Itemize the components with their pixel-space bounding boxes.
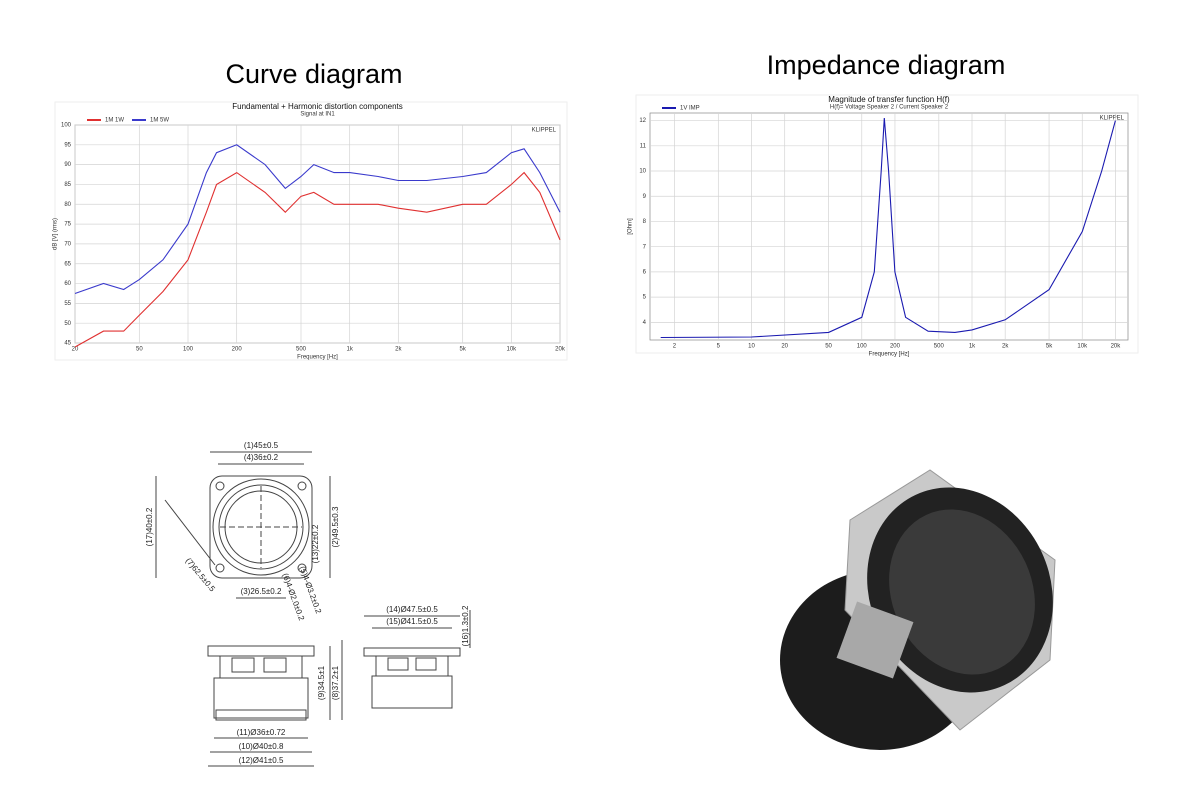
y-tick-label: 5: [643, 295, 647, 301]
legend-label: 1V IMP: [680, 106, 700, 112]
y-tick-label: 11: [640, 143, 647, 149]
y-tick-label: 8: [643, 219, 647, 225]
dimension-label: (12)Ø41±0.5: [239, 756, 284, 765]
data-line: [660, 117, 1116, 339]
product-photo: [780, 469, 1056, 750]
x-tick-label: 50: [136, 347, 143, 353]
y-tick-label: 75: [64, 222, 71, 228]
dimension-label: (8)37.2±1: [331, 665, 340, 700]
y-tick-label: 85: [64, 182, 71, 188]
y-tick-label: 12: [639, 118, 646, 124]
y-tick-label: 7: [643, 244, 647, 250]
dimension-label: (2)49.5±0.3: [331, 506, 340, 547]
x-tick-label: 20: [72, 347, 79, 353]
y-tick-label: 9: [643, 194, 647, 200]
x-tick-label: 2k: [1002, 344, 1009, 350]
x-tick-label: 10: [748, 344, 755, 350]
x-axis-label: Frequency [Hz]: [869, 352, 910, 358]
y-tick-label: 10: [639, 169, 646, 175]
x-tick-label: 200: [890, 344, 901, 350]
x-tick-label: 200: [232, 347, 243, 353]
chart-title: Magnitude of transfer function H(f): [828, 95, 950, 104]
x-tick-label: 5k: [459, 347, 466, 353]
x-tick-label: 2k: [395, 347, 402, 353]
chart-subtitle: H(f)= Voltage Speaker 2 / Current Speake…: [830, 105, 949, 111]
legend-label: 1M 5W: [150, 118, 169, 124]
brand: KLIPPEL: [532, 128, 557, 134]
y-axis-label: dB [V] (rms): [53, 218, 59, 250]
dimension-label: (13)22±0.2: [311, 524, 320, 563]
y-tick-label: 65: [64, 261, 71, 267]
heading: Impedance diagram: [767, 50, 1006, 80]
chart-title: Fundamental + Harmonic distortion compon…: [232, 102, 403, 111]
dimension-label: (17)40±0.2: [145, 507, 154, 546]
x-tick-label: 500: [934, 344, 945, 350]
y-tick-label: 100: [61, 123, 72, 129]
y-tick-label: 70: [64, 241, 71, 247]
heading: Curve diagram: [225, 59, 402, 89]
data-line: [74, 171, 561, 348]
x-tick-label: 50: [825, 344, 832, 350]
y-tick-label: 80: [64, 202, 71, 208]
chart-subtitle: Signal at IN1: [300, 112, 335, 118]
x-tick-label: 10k: [506, 347, 517, 353]
dimension-label: (14)Ø47.5±0.5: [386, 605, 438, 614]
y-tick-label: 45: [64, 341, 71, 347]
dimension-label: (11)Ø36±0.72: [237, 728, 286, 737]
x-tick-label: 20k: [555, 347, 566, 353]
x-tick-label: 500: [296, 347, 307, 353]
x-tick-label: 5: [717, 344, 721, 350]
dimension-label: (15)Ø41.5±0.5: [386, 617, 438, 626]
side-view: [363, 610, 471, 709]
x-tick-label: 1k: [346, 347, 353, 353]
dimension-label: (1)45±0.5: [244, 441, 279, 450]
plot-area: [74, 124, 561, 344]
y-tick-label: 95: [64, 142, 71, 148]
y-tick-label: 60: [64, 281, 71, 287]
y-tick-label: 50: [64, 321, 71, 327]
plot-area: [649, 112, 1129, 341]
side-view: [207, 640, 343, 767]
x-tick-label: 5k: [1046, 344, 1053, 350]
y-tick-label: 55: [64, 301, 71, 307]
dimension-label: (16)1.3±0.2: [461, 605, 470, 646]
brand: KLIPPEL: [1100, 116, 1125, 122]
front-view: [155, 451, 331, 599]
x-tick-label: 100: [857, 344, 868, 350]
legend-label: 1M 1W: [105, 118, 124, 124]
x-tick-label: 2: [673, 344, 677, 350]
dimension-label: (4)36±0.2: [244, 453, 279, 462]
x-tick-label: 20: [781, 344, 788, 350]
dimension-label: (10)Ø40±0.8: [239, 742, 284, 751]
dimension-label: (3)26.5±0.2: [241, 587, 282, 596]
x-tick-label: 20k: [1111, 344, 1122, 350]
y-tick-label: 90: [64, 162, 71, 168]
x-axis-label: Frequency [Hz]: [297, 355, 338, 361]
x-tick-label: 10k: [1077, 344, 1088, 350]
data-line: [74, 144, 561, 295]
y-tick-label: 4: [643, 320, 647, 326]
y-axis-label: [Ohm]: [628, 218, 634, 235]
y-tick-label: 6: [643, 269, 647, 275]
x-tick-label: 1k: [969, 344, 976, 350]
dimension-label: (9)34.5±1: [317, 665, 326, 700]
x-tick-label: 100: [183, 347, 194, 353]
